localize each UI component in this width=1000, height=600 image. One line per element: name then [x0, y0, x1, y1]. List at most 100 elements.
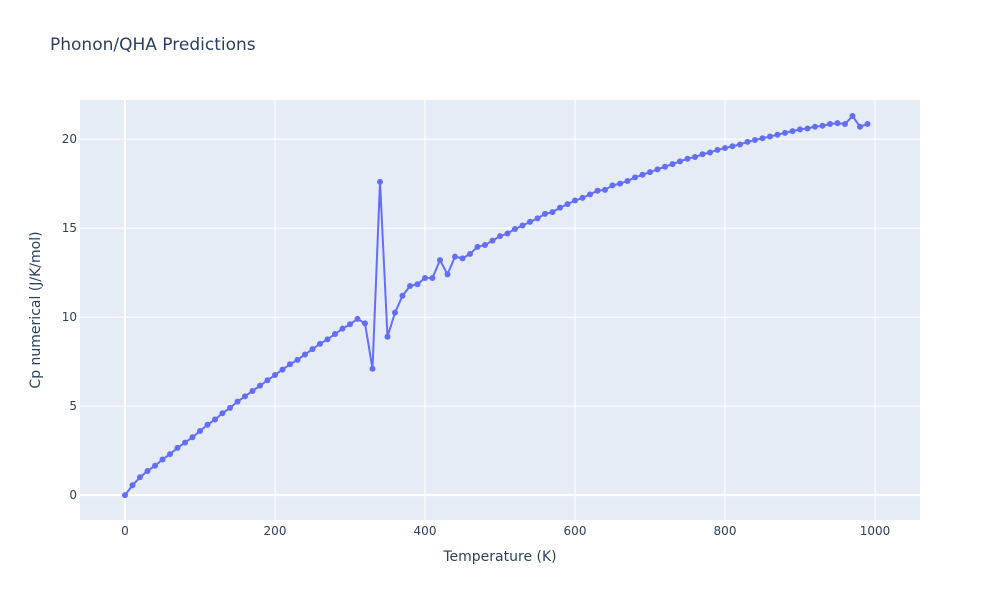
- data-point[interactable]: [549, 209, 556, 216]
- data-point[interactable]: [504, 230, 511, 237]
- data-point[interactable]: [624, 177, 631, 184]
- data-point[interactable]: [174, 444, 181, 451]
- data-point[interactable]: [864, 121, 871, 128]
- data-point[interactable]: [122, 492, 128, 499]
- data-point[interactable]: [744, 138, 751, 145]
- data-point[interactable]: [699, 151, 706, 158]
- data-point[interactable]: [842, 121, 848, 128]
- data-point[interactable]: [339, 325, 346, 332]
- data-point[interactable]: [384, 333, 391, 340]
- data-point[interactable]: [797, 126, 803, 133]
- data-point[interactable]: [332, 331, 338, 338]
- data-point[interactable]: [287, 361, 293, 368]
- data-point[interactable]: [302, 351, 308, 358]
- data-point[interactable]: [647, 169, 653, 176]
- data-point[interactable]: [369, 365, 376, 372]
- data-point[interactable]: [632, 174, 638, 181]
- data-point[interactable]: [767, 133, 773, 140]
- data-point[interactable]: [662, 163, 668, 170]
- data-point[interactable]: [204, 421, 211, 428]
- data-point[interactable]: [684, 155, 691, 162]
- data-point[interactable]: [857, 123, 863, 130]
- data-point[interactable]: [542, 210, 548, 217]
- data-point[interactable]: [144, 468, 151, 475]
- data-point[interactable]: [309, 346, 316, 353]
- data-point[interactable]: [654, 166, 661, 173]
- data-point[interactable]: [354, 315, 361, 322]
- data-point[interactable]: [377, 178, 383, 185]
- data-point[interactable]: [324, 336, 331, 343]
- data-point[interactable]: [444, 271, 451, 278]
- data-point[interactable]: [399, 292, 406, 299]
- data-point[interactable]: [392, 309, 398, 316]
- data-point[interactable]: [407, 282, 413, 289]
- data-point[interactable]: [474, 243, 481, 250]
- data-point[interactable]: [272, 371, 278, 378]
- data-point[interactable]: [534, 215, 541, 222]
- data-point[interactable]: [257, 382, 263, 389]
- data-point[interactable]: [234, 398, 241, 405]
- data-point[interactable]: [197, 428, 203, 435]
- data-point[interactable]: [189, 434, 196, 441]
- data-point[interactable]: [849, 113, 856, 120]
- data-point[interactable]: [362, 320, 368, 327]
- data-point[interactable]: [527, 218, 533, 225]
- data-point[interactable]: [752, 137, 758, 144]
- data-point[interactable]: [789, 128, 796, 135]
- data-point[interactable]: [242, 393, 248, 400]
- data-point[interactable]: [774, 131, 781, 138]
- data-point[interactable]: [722, 145, 728, 152]
- data-point[interactable]: [737, 141, 743, 148]
- data-point[interactable]: [129, 482, 136, 489]
- data-point[interactable]: [482, 242, 488, 249]
- data-point[interactable]: [639, 171, 646, 178]
- data-point[interactable]: [827, 121, 833, 128]
- data-point[interactable]: [572, 197, 578, 204]
- data-point[interactable]: [519, 222, 526, 229]
- data-point[interactable]: [804, 125, 811, 132]
- data-point[interactable]: [317, 340, 323, 347]
- data-point[interactable]: [594, 187, 601, 194]
- data-point[interactable]: [279, 366, 286, 373]
- data-point[interactable]: [602, 186, 608, 193]
- data-point[interactable]: [159, 456, 166, 463]
- data-point[interactable]: [467, 250, 473, 257]
- data-point[interactable]: [429, 274, 436, 281]
- data-point[interactable]: [677, 158, 683, 165]
- data-point[interactable]: [264, 377, 271, 384]
- data-point[interactable]: [714, 146, 721, 153]
- data-point[interactable]: [347, 321, 353, 328]
- data-point[interactable]: [692, 153, 698, 160]
- data-point[interactable]: [414, 281, 421, 288]
- data-point[interactable]: [834, 120, 841, 127]
- data-point[interactable]: [557, 204, 563, 211]
- data-point[interactable]: [294, 356, 301, 363]
- data-point[interactable]: [219, 410, 226, 417]
- data-point[interactable]: [497, 233, 503, 240]
- data-point[interactable]: [227, 404, 233, 411]
- data-point[interactable]: [587, 191, 593, 198]
- data-point[interactable]: [707, 149, 713, 156]
- data-point[interactable]: [212, 416, 218, 423]
- data-point[interactable]: [422, 274, 428, 281]
- data-point[interactable]: [579, 194, 586, 201]
- data-point[interactable]: [819, 122, 826, 129]
- data-point[interactable]: [617, 180, 623, 187]
- data-point[interactable]: [437, 257, 443, 264]
- data-point[interactable]: [459, 255, 466, 262]
- data-point[interactable]: [249, 387, 256, 394]
- data-point[interactable]: [137, 474, 143, 481]
- data-point[interactable]: [452, 253, 458, 260]
- data-point[interactable]: [812, 123, 818, 130]
- data-point[interactable]: [489, 237, 496, 244]
- data-point[interactable]: [564, 201, 571, 208]
- data-point[interactable]: [782, 129, 788, 136]
- data-point[interactable]: [152, 462, 158, 469]
- data-point[interactable]: [759, 135, 766, 142]
- data-point[interactable]: [609, 182, 616, 189]
- data-point[interactable]: [729, 143, 736, 150]
- data-point[interactable]: [669, 161, 676, 168]
- data-point[interactable]: [512, 226, 518, 233]
- data-point[interactable]: [167, 451, 173, 458]
- data-point[interactable]: [182, 439, 188, 446]
